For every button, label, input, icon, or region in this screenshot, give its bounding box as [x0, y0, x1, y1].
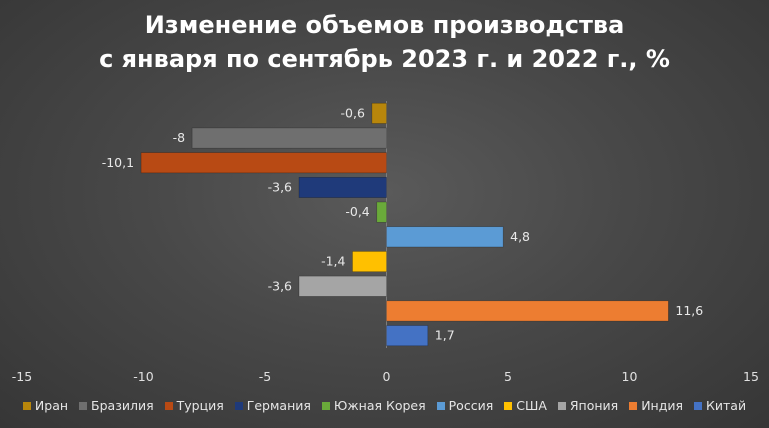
value-label-6: 4,8: [510, 229, 530, 244]
value-label-4: -3,6: [268, 179, 292, 194]
legend-label: Германия: [246, 398, 311, 413]
x-tick-label: 15: [743, 369, 759, 384]
legend-swatch: [164, 401, 173, 410]
legend-swatch: [504, 401, 513, 410]
legend-item: Россия: [436, 398, 494, 413]
legend-swatch: [436, 401, 445, 410]
chart-title-line-1: Изменение объемов производства: [144, 11, 625, 39]
x-tick-label: 10: [622, 369, 638, 384]
chart-title-line-2: с января по сентябрь 2023 г. и 2022 г., …: [99, 45, 670, 73]
x-tick-label: 0: [383, 369, 391, 384]
legend-item: Индия: [629, 398, 683, 413]
value-label-10: 1,7: [435, 328, 455, 343]
value-label-3: -10,1: [102, 155, 134, 170]
x-tick-label: -5: [259, 369, 271, 384]
legend: Иран Бразилия Турция Германия Южная Корея Рос…: [0, 398, 769, 413]
bar-9: [386, 300, 669, 322]
bar-4: [298, 177, 387, 198]
legend-item: США: [504, 398, 547, 413]
legend-item: Япония: [557, 398, 619, 413]
legend-swatch: [321, 401, 330, 410]
legend-label: Бразилия: [91, 398, 154, 413]
legend-item: Германия: [234, 398, 311, 413]
value-label-8: -3,6: [268, 278, 292, 293]
value-label-5: -0,4: [345, 204, 369, 219]
legend-swatch: [79, 401, 88, 410]
bar-3: [140, 152, 387, 174]
legend-label: Китай: [706, 398, 747, 413]
legend-swatch: [629, 401, 638, 410]
legend-item: Турция: [164, 398, 224, 413]
legend-label: Россия: [448, 398, 494, 413]
bar-7: [352, 251, 387, 272]
value-label-2: -8: [173, 130, 186, 145]
x-tick-label: -15: [12, 369, 32, 384]
bar-1: [371, 102, 387, 124]
value-label-1: -0,6: [341, 105, 365, 120]
bar-6: [386, 226, 504, 248]
legend-label: Индия: [641, 398, 684, 413]
legend-item: Южная Корея: [321, 398, 426, 413]
legend-item: Китай: [694, 398, 746, 413]
chart-title: Изменение объемов производства с января …: [0, 8, 769, 76]
bar-2: [191, 127, 387, 149]
legend-swatch: [694, 401, 703, 410]
x-tick-label: 5: [504, 369, 512, 384]
legend-label: США: [516, 398, 547, 413]
bars-group: [140, 102, 669, 347]
value-labels-group: -0,6 -8 -10,1 -3,6 -0,4 4,8 -1,4 -3,6 11,6 1,7: [102, 105, 704, 342]
legend-label: Япония: [569, 398, 619, 413]
value-label-7: -1,4: [321, 254, 345, 269]
legend-swatch: [234, 401, 243, 410]
bar-10: [386, 325, 429, 347]
legend-item: Иран: [22, 398, 69, 413]
legend-label: Иран: [34, 398, 69, 413]
legend-label: Турция: [176, 398, 224, 413]
legend-swatch: [22, 401, 31, 410]
bar-8: [298, 275, 387, 297]
x-axis-ticks: -15 -10 -5 0 5 10 15: [12, 369, 759, 384]
legend-label: Южная Корея: [333, 398, 426, 413]
bar-5: [376, 201, 387, 223]
legend-item: Бразилия: [79, 398, 154, 413]
value-label-9: 11,6: [675, 303, 703, 318]
x-tick-label: -10: [133, 369, 153, 384]
legend-swatch: [557, 401, 566, 410]
